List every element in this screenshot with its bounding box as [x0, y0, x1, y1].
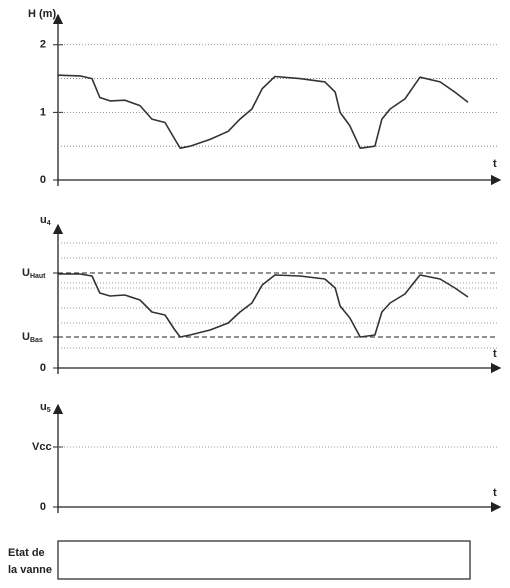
y-tick-label: Vcc — [32, 441, 52, 453]
tick-label-subscript: Bas — [30, 337, 43, 344]
curve — [57, 74, 469, 149]
state-box — [57, 540, 471, 580]
tick-label-subscript: Haut — [30, 273, 46, 280]
y-tick-label: 2 — [40, 39, 46, 51]
tick-label-text: U — [22, 331, 30, 343]
title-text: u — [40, 401, 47, 413]
title-text: u — [40, 214, 47, 226]
x-axis-label: t — [493, 158, 497, 170]
axis-title: u5 — [40, 401, 51, 414]
y-tick-label: 0 — [40, 174, 46, 186]
axis-title: u4 — [40, 214, 51, 227]
x-axis-label: t — [493, 348, 497, 360]
axis-title: H (m) — [28, 8, 56, 20]
state-label: Etat de — [8, 547, 45, 559]
tick-label-text: Vcc — [32, 441, 52, 453]
y-tick-label: 0 — [40, 501, 46, 513]
curve — [58, 273, 469, 338]
y-tick-label: UBas — [22, 331, 43, 344]
tick-label-text: U — [22, 267, 30, 279]
y-tick-label: 0 — [40, 362, 46, 374]
y-tick-label: 1 — [40, 106, 46, 118]
y-tick-label: UHaut — [22, 267, 46, 280]
title-subscript: 5 — [47, 407, 51, 414]
title-text: H (m) — [28, 8, 56, 20]
title-subscript: 4 — [47, 220, 51, 227]
x-axis-label: t — [493, 487, 497, 499]
state-label: la vanne — [8, 564, 52, 576]
